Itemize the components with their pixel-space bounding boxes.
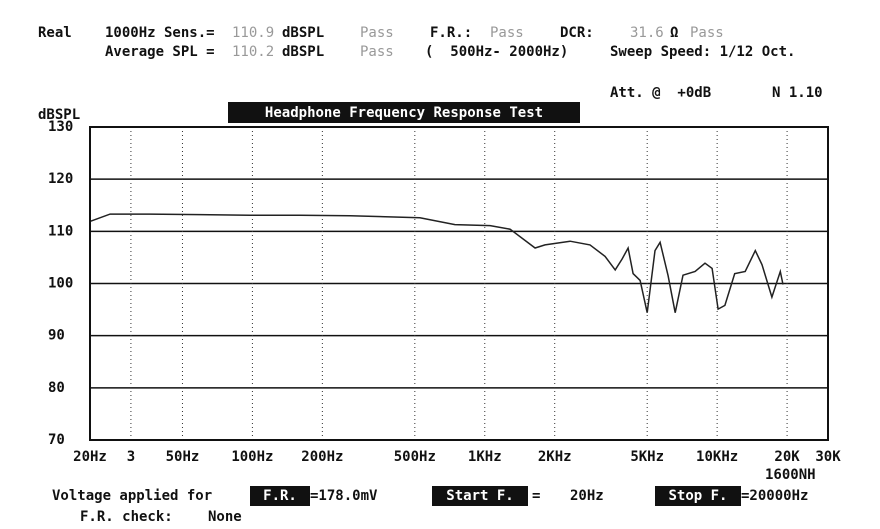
dcr-label: DCR: (560, 25, 594, 41)
avg-label: Average SPL = (105, 44, 215, 60)
avg-value: 110.2 (232, 44, 274, 60)
sens-label: 1000Hz Sens.= (105, 25, 215, 41)
sweep: Sweep Speed: 1/12 Oct. (610, 44, 795, 60)
avg-unit: dBSPL (282, 44, 324, 60)
x-tick-label: 100Hz (231, 449, 273, 465)
start-eq: = (532, 488, 540, 504)
x-tick-label: 10KHz (696, 449, 738, 465)
voltage-label: Voltage applied for (52, 488, 212, 504)
dcr-unit: Ω (670, 25, 678, 41)
x-tick-label: 1KHz (468, 449, 502, 465)
fr-label: F.R.: (430, 25, 472, 41)
dcr-value: 31.6 (630, 25, 664, 41)
stop-value: =20000Hz (741, 488, 808, 504)
fr-button-text[interactable]: F.R. (263, 488, 297, 504)
x-tick-label: 30K (815, 449, 841, 465)
sens-value: 110.9 (232, 25, 274, 41)
plot: 70 80 90 100 110 120 130 20Hz 3 50Hz 100Hz 200Hz 500… (48, 119, 841, 465)
mode: Real (38, 25, 72, 41)
response-line (89, 213, 784, 313)
start-button-text[interactable]: Start F. (446, 488, 513, 504)
y-tick-label: 120 (48, 171, 73, 187)
dcr-status: Pass (690, 25, 724, 41)
chart-title: Headphone Frequency Response Test (265, 105, 543, 121)
x-tick-label: 20K (774, 449, 800, 465)
fr-status: Pass (490, 25, 524, 41)
y-axis-label: dBSPL (38, 107, 80, 123)
x-tick-label: 5KHz (630, 449, 664, 465)
start-value: 20Hz (570, 488, 604, 504)
x-tick-label: 200Hz (301, 449, 343, 465)
fr-button[interactable] (250, 486, 310, 506)
check-value: None (208, 509, 242, 525)
check-label: F.R. check: (80, 509, 173, 525)
stop-button-text[interactable]: Stop F. (668, 488, 727, 504)
voltage-value: =178.0mV (310, 488, 378, 504)
y-tick-label: 90 (48, 328, 65, 344)
title-box (228, 102, 580, 123)
y-tick-label: 70 (48, 432, 65, 448)
sens-status: Pass (360, 25, 394, 41)
sens-unit: dBSPL (282, 25, 324, 41)
y-tick-label: 130 (48, 119, 73, 135)
version: N 1.10 (772, 85, 823, 101)
y-tick-label: 80 (48, 380, 65, 396)
x-tick-label: 2KHz (538, 449, 572, 465)
start-button[interactable] (432, 486, 528, 506)
x-tick-label: 50Hz (166, 449, 200, 465)
y-tick-label: 100 (48, 276, 73, 292)
y-tick-label: 110 (48, 223, 73, 239)
stop-button[interactable] (655, 486, 741, 506)
x-tick-label: 3 (127, 449, 135, 465)
range: ( 500Hz- 2000Hz) (425, 44, 568, 60)
avg-status: Pass (360, 44, 394, 60)
x-tick-label: 500Hz (394, 449, 436, 465)
att: Att. @ +0dB (610, 85, 711, 101)
plot-frame (89, 126, 829, 441)
model: 1600NH (765, 467, 816, 483)
x-tick-label: 20Hz (73, 449, 107, 465)
